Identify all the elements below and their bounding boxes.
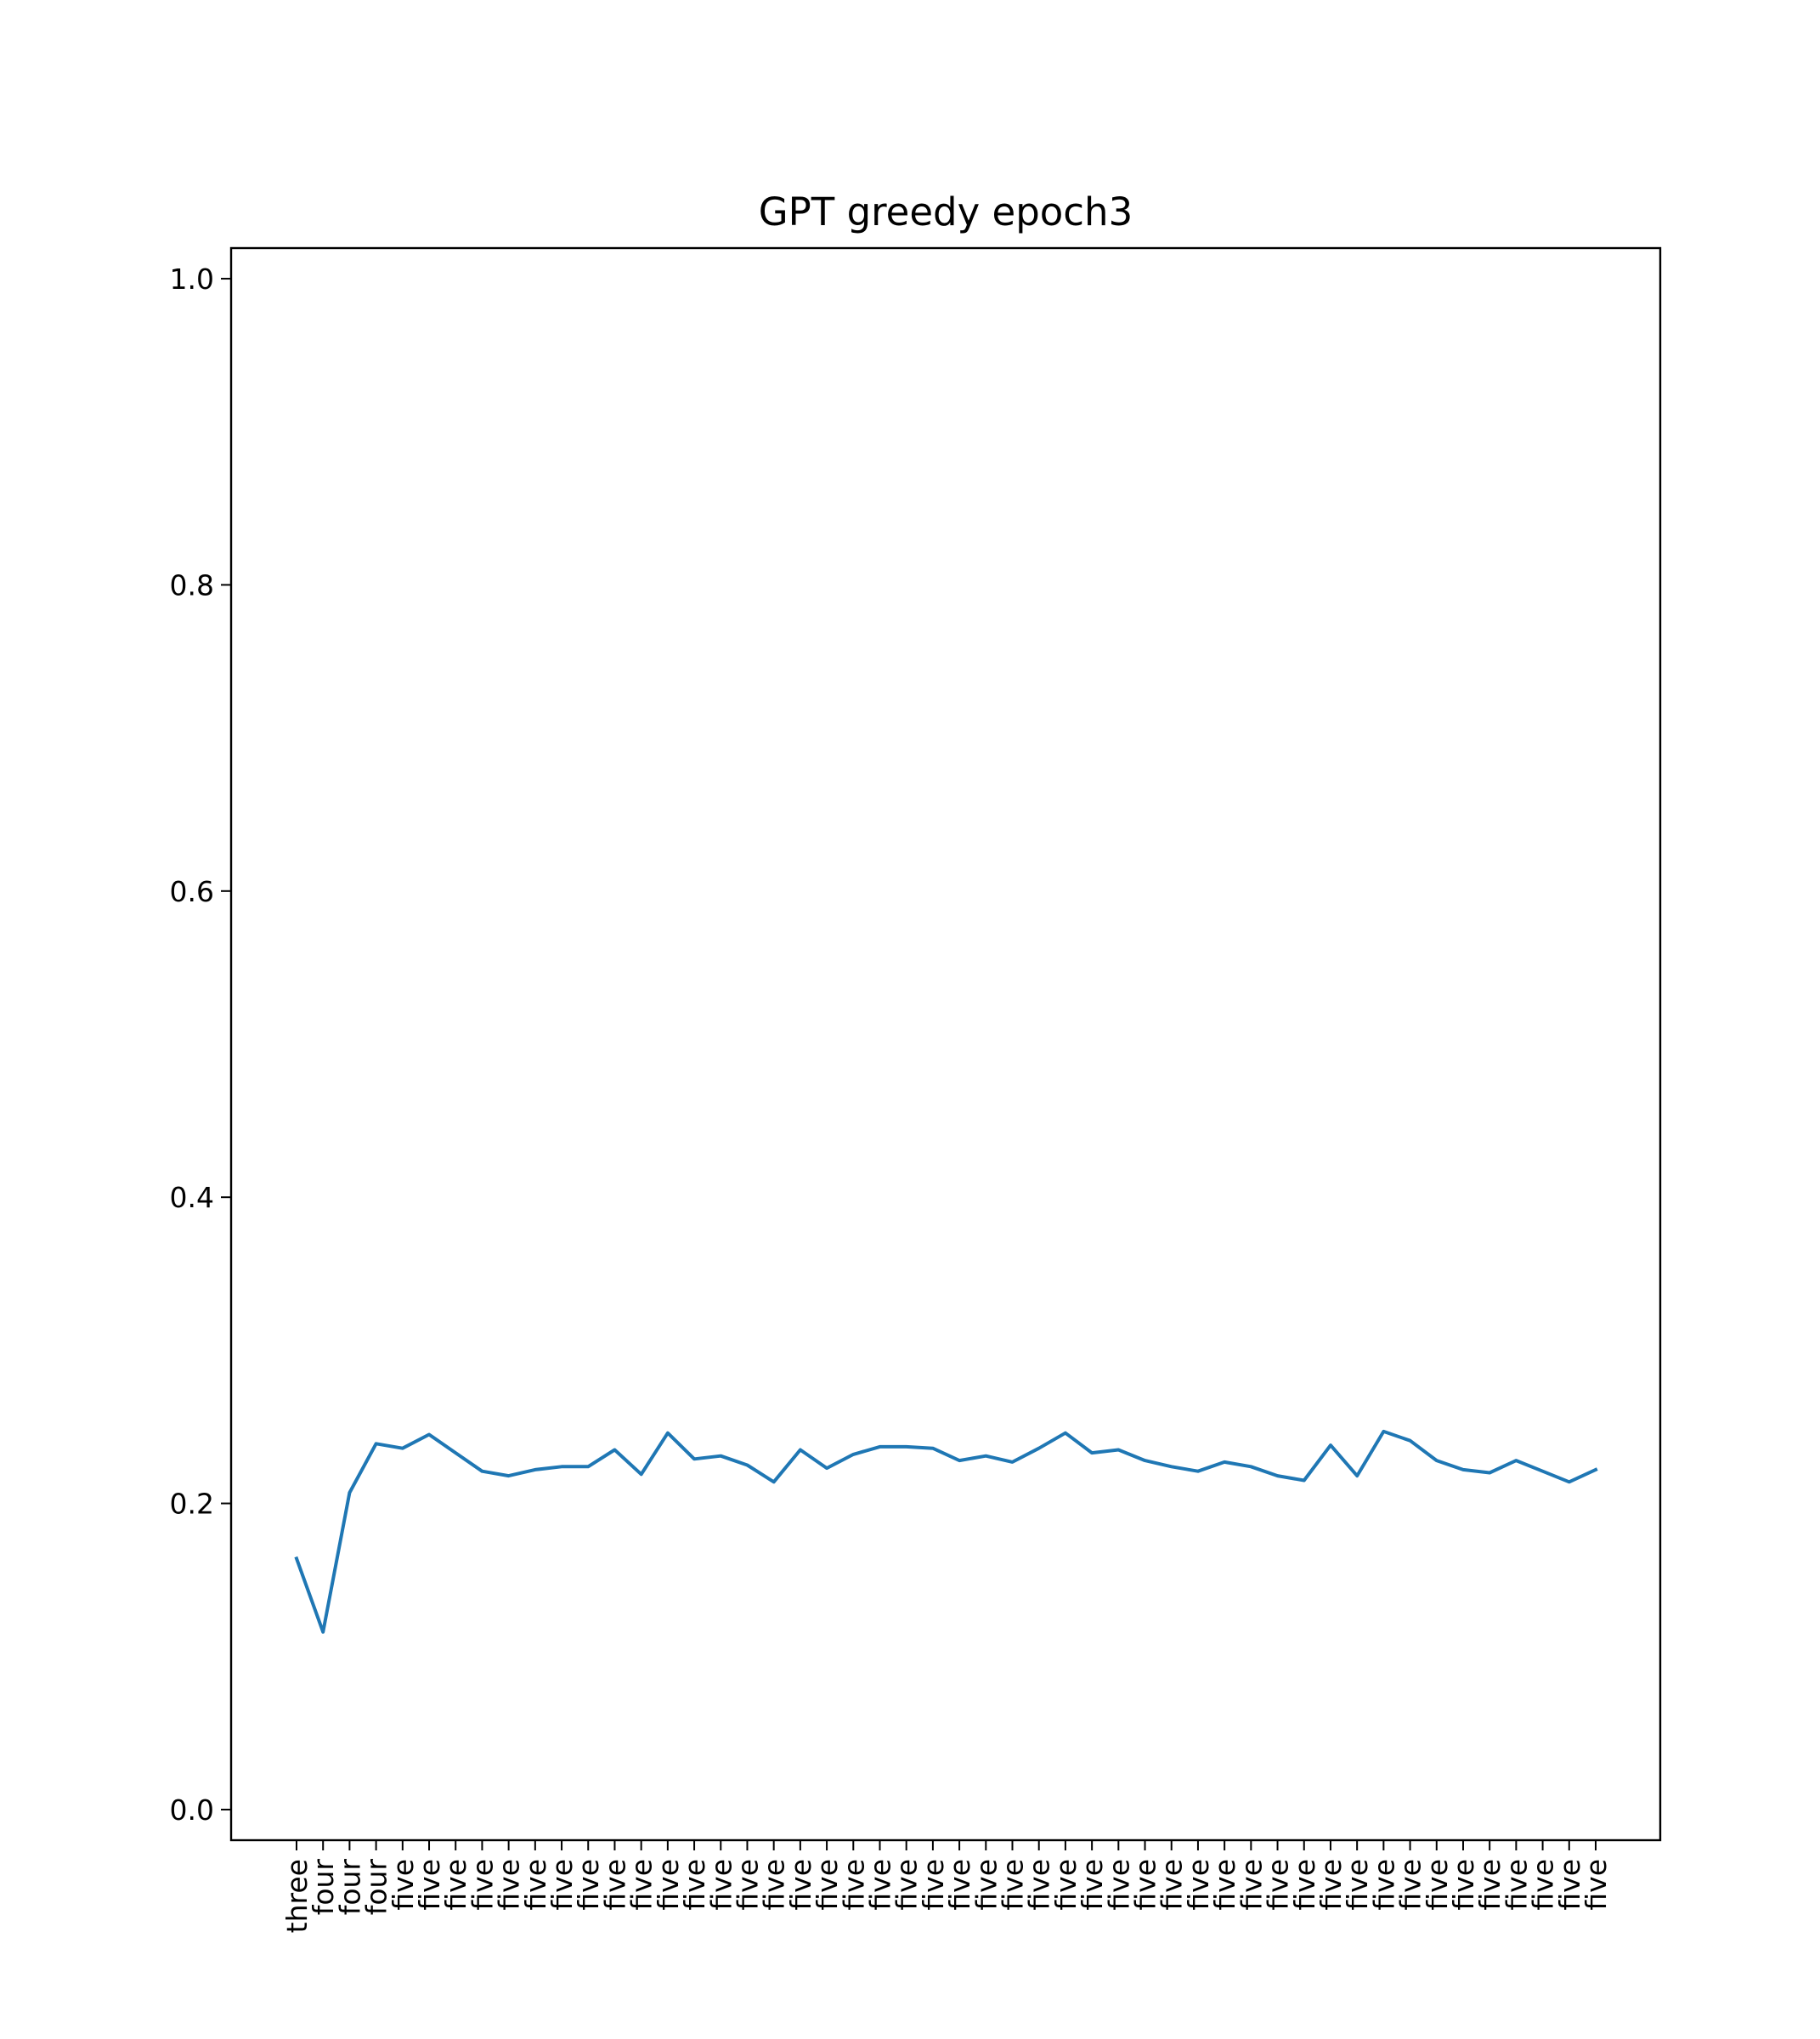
x-tick-label: five [625, 1859, 658, 1911]
series-layer [294, 1429, 1598, 1634]
x-tick-label: five [413, 1859, 446, 1911]
x-tick-label: five [1580, 1859, 1613, 1911]
x-tick-label: three [280, 1859, 314, 1933]
x-tick-label: five [466, 1859, 499, 1911]
x-tick-label: five [1394, 1859, 1427, 1911]
x-tick-label: five [1473, 1859, 1506, 1911]
x-tick-label: five [1314, 1859, 1348, 1911]
x-tick-label: five [1447, 1859, 1480, 1911]
y-tick-label: 0.0 [170, 1793, 214, 1827]
x-tick-label: five [837, 1859, 870, 1911]
y-tick-label: 1.0 [170, 263, 214, 296]
x-tick-label: five [1341, 1859, 1374, 1911]
x-tick-label: five [731, 1859, 764, 1911]
x-tick-label: five [493, 1859, 526, 1911]
x-tick-label: four [333, 1859, 366, 1916]
x-tick-label: five [863, 1859, 896, 1911]
y-tick-label: 0.2 [170, 1488, 214, 1521]
x-tick-label: five [890, 1859, 924, 1911]
x-tick-label: five [439, 1859, 472, 1911]
x-tick-label: five [598, 1859, 631, 1911]
x-tick-label: four [360, 1859, 393, 1916]
x-tick-label: five [1262, 1859, 1295, 1911]
x-tick-label: five [943, 1859, 976, 1911]
x-tick-label: five [1553, 1859, 1586, 1911]
x-tick-label: five [1421, 1859, 1454, 1911]
x-tick-label: five [811, 1859, 844, 1911]
x-tick-label: five [1156, 1859, 1189, 1911]
x-tick-label: five [1288, 1859, 1321, 1911]
x-tick-label: four [307, 1859, 340, 1916]
plot-frame [229, 246, 1662, 1842]
x-tick-label: five [1500, 1859, 1533, 1911]
x-tick-label: five [1235, 1859, 1268, 1911]
x-tick-label: five [1076, 1859, 1109, 1911]
x-tick-label: five [917, 1859, 950, 1911]
x-tick-label: five [678, 1859, 711, 1911]
y-tick-label: 0.8 [170, 568, 214, 602]
x-tick-label: five [704, 1859, 738, 1911]
x-axis: threefourfourfourfivefivefivefivefivefiv… [280, 1840, 1613, 1933]
chart-title: GPT greedy epoch3 [759, 189, 1133, 234]
x-tick-label: five [1208, 1859, 1241, 1911]
x-tick-label: five [387, 1859, 420, 1911]
series-line-0 [294, 1429, 1598, 1634]
x-tick-label: five [997, 1859, 1030, 1911]
y-tick-label: 0.6 [170, 875, 214, 908]
x-tick-label: five [1527, 1859, 1560, 1911]
x-tick-label: five [1049, 1859, 1082, 1911]
x-tick-label: five [784, 1859, 817, 1911]
x-tick-label: five [1182, 1859, 1215, 1911]
x-tick-label: five [652, 1859, 685, 1911]
x-tick-label: five [1102, 1859, 1135, 1911]
x-tick-label: five [758, 1859, 791, 1911]
x-tick-label: five [1129, 1859, 1162, 1911]
y-tick-label: 0.4 [170, 1181, 214, 1214]
x-tick-label: five [545, 1859, 579, 1911]
x-tick-label: five [969, 1859, 1003, 1911]
y-axis: 0.0 0.2 0.4 0.6 0.8 1.0 [170, 263, 231, 1827]
x-tick-label: five [572, 1859, 605, 1911]
x-tick-label: five [519, 1859, 552, 1911]
x-tick-label: five [1023, 1859, 1056, 1911]
x-tick-label: five [1367, 1859, 1400, 1911]
